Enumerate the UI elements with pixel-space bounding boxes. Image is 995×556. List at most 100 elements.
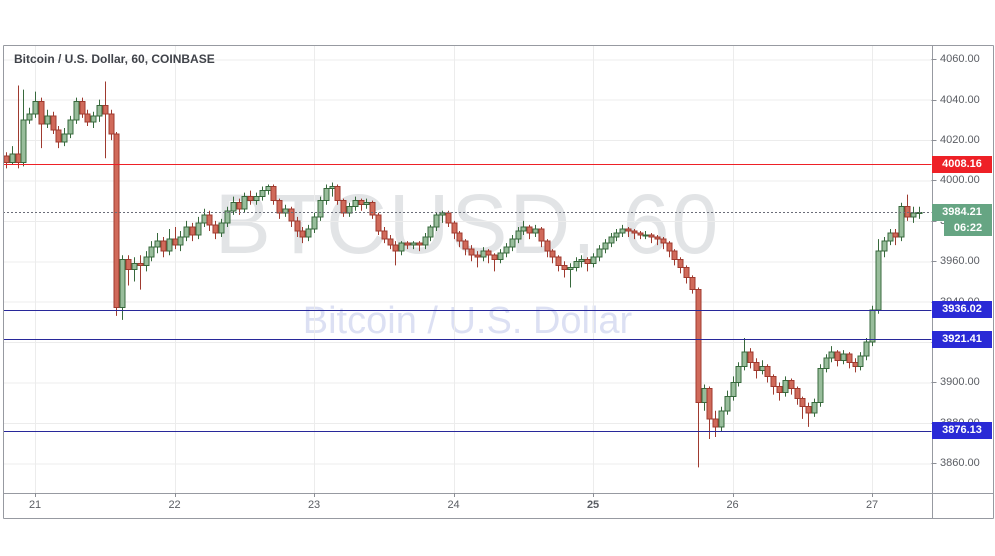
candle	[55, 125, 62, 149]
candle	[817, 364, 824, 407]
candle	[730, 376, 737, 401]
candle	[375, 212, 382, 236]
candle	[474, 251, 481, 268]
candle	[549, 249, 556, 264]
candle	[637, 230, 644, 240]
candle	[910, 206, 917, 223]
candle	[143, 251, 150, 272]
candle	[445, 210, 452, 227]
y-axis-label: 3860.00	[940, 457, 980, 470]
candle	[166, 228, 173, 256]
candle	[561, 261, 568, 278]
current-price-label: 3984.21	[932, 203, 992, 221]
candle	[695, 287, 702, 468]
candle	[596, 245, 603, 262]
candle	[265, 184, 272, 195]
candle	[578, 255, 585, 268]
candle	[532, 224, 539, 238]
candle	[61, 127, 68, 147]
candle	[369, 200, 376, 219]
candle	[666, 241, 673, 258]
x-axis-label: 27	[865, 499, 879, 511]
candle	[427, 224, 434, 242]
x-axis-label: 22	[168, 499, 181, 511]
candlestick-series	[3, 81, 923, 468]
candle	[747, 348, 754, 369]
candle	[206, 210, 213, 231]
candle	[247, 190, 254, 205]
x-axis-label: 24	[447, 499, 460, 511]
candle	[840, 350, 847, 365]
candle	[782, 376, 789, 397]
candle	[555, 255, 562, 272]
candle	[898, 202, 905, 242]
candle	[90, 111, 97, 128]
candle	[102, 81, 109, 159]
candle	[735, 362, 742, 387]
candle	[852, 358, 859, 373]
candle	[433, 212, 440, 231]
candle	[183, 220, 190, 242]
candle	[881, 237, 888, 258]
candle	[119, 255, 126, 320]
candle	[509, 235, 516, 252]
candle	[846, 352, 853, 369]
candle	[439, 210, 446, 223]
candle	[218, 218, 225, 238]
candle	[671, 249, 678, 266]
candle	[311, 212, 318, 234]
candle	[544, 239, 551, 258]
candle	[648, 233, 655, 244]
candle	[869, 305, 876, 347]
candle	[20, 89, 27, 167]
candle	[485, 249, 492, 264]
candle	[776, 382, 783, 401]
candle	[538, 226, 545, 248]
candle	[154, 233, 161, 254]
candle	[323, 184, 330, 205]
candle	[480, 247, 487, 262]
candle	[456, 230, 463, 248]
candle	[38, 97, 45, 149]
candle	[79, 97, 86, 118]
candle	[875, 239, 882, 314]
chart-frame	[3, 45, 994, 519]
candle	[491, 253, 498, 272]
candle	[9, 146, 16, 165]
candle	[317, 196, 324, 221]
candle	[189, 222, 196, 242]
candle	[799, 396, 806, 419]
candle	[305, 224, 312, 242]
candle	[346, 202, 353, 217]
candle	[567, 263, 574, 288]
y-axis-label: 4020.00	[940, 134, 980, 147]
candle	[160, 237, 167, 258]
candle	[230, 196, 237, 215]
candle	[26, 107, 33, 124]
y-axis-label: 3960.00	[940, 255, 980, 268]
candle	[712, 410, 719, 438]
y-axis-label: 4060.00	[940, 53, 980, 66]
candle	[770, 374, 777, 395]
watermark-description: Bitcoin / U.S. Dollar	[302, 300, 633, 342]
candle	[805, 402, 812, 427]
candle	[857, 352, 864, 371]
candle	[573, 257, 580, 272]
candle	[125, 255, 132, 286]
y-axis-label: 3900.00	[940, 376, 980, 389]
candle	[276, 198, 283, 219]
candle	[294, 216, 301, 238]
candle	[352, 196, 359, 211]
candle	[201, 208, 208, 227]
candle	[416, 241, 423, 252]
candle	[259, 186, 266, 201]
candle	[131, 257, 138, 282]
candle	[677, 257, 684, 274]
candle	[404, 241, 411, 250]
candle	[689, 275, 696, 294]
x-axis-label: 25	[586, 499, 600, 511]
chart-legend-title: Bitcoin / U.S. Dollar, 60, COINBASE	[14, 52, 215, 66]
candle	[73, 97, 80, 124]
